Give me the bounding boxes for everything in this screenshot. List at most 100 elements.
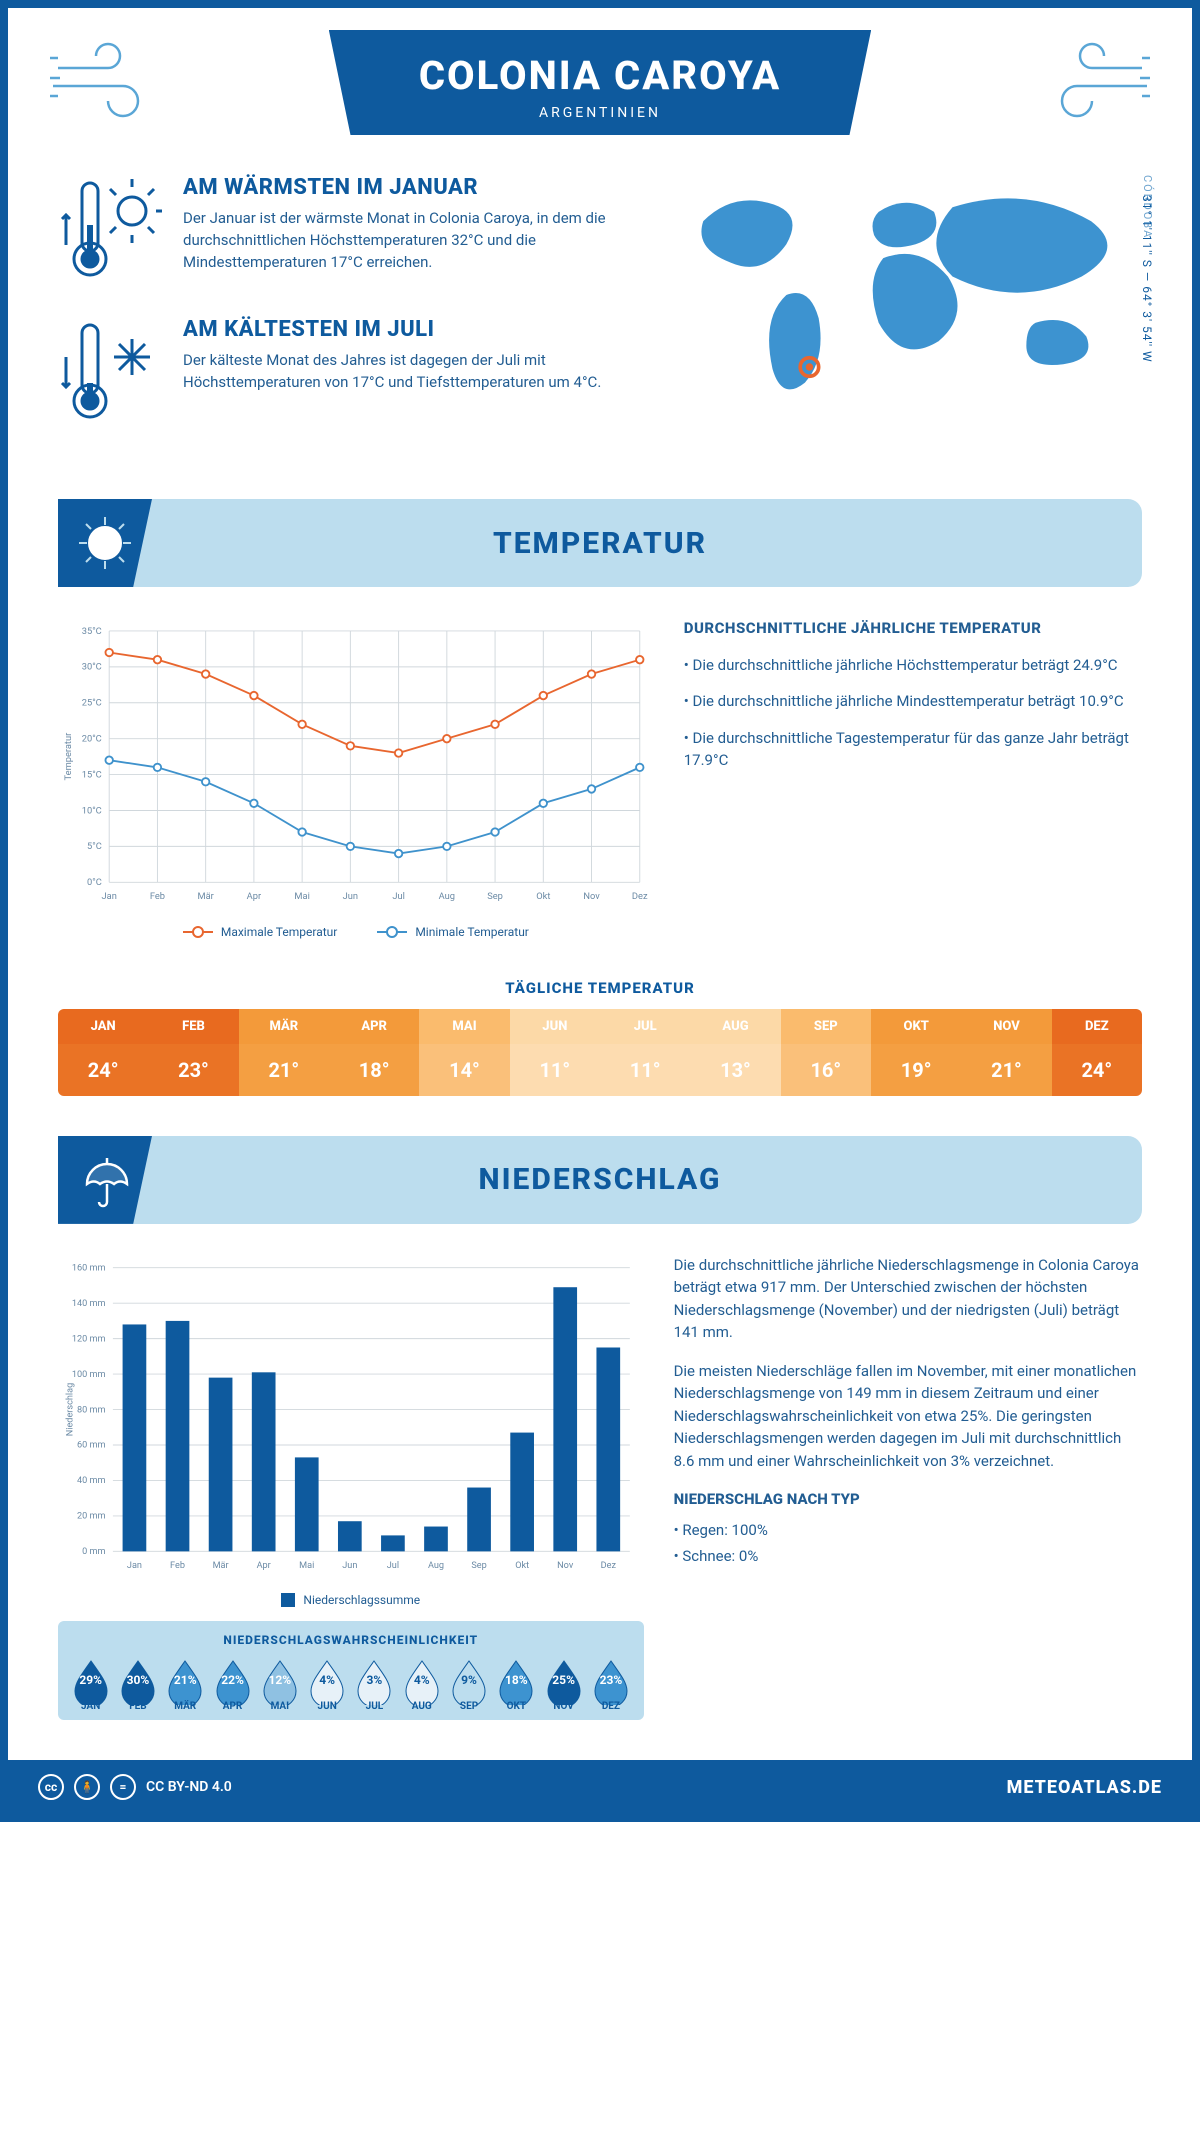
page-subtitle: ARGENTINIEN (419, 105, 781, 121)
thermometer-snow-icon (58, 317, 163, 427)
section-banner-temperature: TEMPERATUR (58, 499, 1142, 587)
precipitation-chart: 0 mm 20 mm 40 mm 60 mm 80 mm 100 mm 120 mm 140 … (58, 1254, 644, 1583)
world-map (652, 175, 1142, 415)
svg-text:120 mm: 120 mm (72, 1334, 106, 1344)
strip-month: AUG (690, 1009, 780, 1044)
svg-text:Dez: Dez (601, 1561, 617, 1571)
temperature-summary: DURCHSCHNITTLICHE JÄHRLICHE TEMPERATUR •… (684, 617, 1142, 939)
strip-value: 24° (1052, 1044, 1142, 1096)
prob-drop: 4% AUG (399, 1657, 444, 1712)
prob-drop: 29% JAN (68, 1657, 113, 1712)
legend-min-label: Minimale Temperatur (415, 925, 529, 939)
temp-summary-b2: • Die durchschnittliche jährliche Mindes… (684, 690, 1142, 713)
strip-value: 24° (58, 1044, 148, 1096)
svg-text:Sep: Sep (471, 1561, 486, 1571)
precip-summary: Die durchschnittliche jährliche Niedersc… (674, 1254, 1142, 1720)
svg-text:Dez: Dez (632, 891, 648, 902)
daily-temp-strip: JANFEBMÄRAPRMAIJUNJULAUGSEPOKTNOVDEZ24°2… (58, 1009, 1142, 1096)
svg-text:Sep: Sep (487, 891, 503, 902)
world-map-panel: CÓRDOBA 31° 1' 11'' S — 64° 3' 54'' W (652, 175, 1142, 459)
svg-text:0°C: 0°C (87, 877, 102, 888)
svg-text:35°C: 35°C (82, 626, 102, 637)
strip-month: MAI (419, 1009, 509, 1044)
footer: cc 🧍 = CC BY-ND 4.0 METEOATLAS.DE (8, 1760, 1192, 1814)
fact-coldest: AM KÄLTESTEN IM JULI Der kälteste Monat … (58, 317, 622, 431)
prob-drop: 18% OKT (494, 1657, 539, 1712)
svg-text:60 mm: 60 mm (77, 1441, 106, 1451)
cc-icon: cc (38, 1774, 64, 1800)
prob-drop: 9% SEP (446, 1657, 491, 1712)
svg-text:5°C: 5°C (87, 841, 102, 852)
precip-p1: Die durchschnittliche jährliche Niedersc… (674, 1254, 1142, 1344)
title-plate: COLONIA CAROYA ARGENTINIEN (329, 30, 871, 135)
strip-month: DEZ (1052, 1009, 1142, 1044)
header: COLONIA CAROYA ARGENTINIEN (8, 8, 1192, 155)
section-banner-precip: NIEDERSCHLAG (58, 1136, 1142, 1224)
svg-text:100 mm: 100 mm (72, 1370, 106, 1380)
prob-drop: 3% JUL (352, 1657, 397, 1712)
svg-text:15°C: 15°C (82, 769, 102, 780)
temperature-chart: 0°C5°C10°C15°C20°C25°C30°C35°CJanFebMärA… (58, 617, 654, 939)
strip-value: 11° (510, 1044, 600, 1096)
prob-drop: 23% DEZ (588, 1657, 633, 1712)
strip-value: 11° (600, 1044, 690, 1096)
temp-summary-b3: • Die durchschnittliche Tagestemperatur … (684, 727, 1142, 772)
temp-summary-heading: DURCHSCHNITTLICHE JÄHRLICHE TEMPERATUR (684, 617, 1142, 640)
precip-type-heading: NIEDERSCHLAG NACH TYP (674, 1488, 1142, 1511)
thermometer-sun-icon (58, 175, 163, 285)
page-title: COLONIA CAROYA (419, 52, 781, 99)
svg-text:160 mm: 160 mm (72, 1263, 106, 1273)
strip-value: 21° (239, 1044, 329, 1096)
strip-month: APR (329, 1009, 419, 1044)
fact-warmest: AM WÄRMSTEN IM JANUAR Der Januar ist der… (58, 175, 622, 289)
svg-text:Jan: Jan (102, 891, 117, 902)
strip-month: JUN (510, 1009, 600, 1044)
temperature-legend: Maximale Temperatur Minimale Temperatur (58, 925, 654, 939)
strip-month: NOV (961, 1009, 1051, 1044)
svg-text:Jun: Jun (343, 891, 358, 902)
precip-rain: • Regen: 100% (674, 1519, 1142, 1542)
svg-text:Apr: Apr (257, 1561, 271, 1571)
fact-cold-body: Der kälteste Monat des Jahres ist dagege… (183, 350, 622, 394)
prob-drop: 21% MÄR (163, 1657, 208, 1712)
daily-temp-title: TÄGLICHE TEMPERATUR (8, 979, 1192, 997)
svg-text:Jul: Jul (387, 1561, 399, 1571)
svg-text:30°C: 30°C (82, 662, 102, 673)
svg-text:20 mm: 20 mm (77, 1512, 106, 1522)
prob-title: NIEDERSCHLAGSWAHRSCHEINLICHKEIT (68, 1633, 634, 1647)
svg-text:Apr: Apr (247, 891, 262, 902)
legend-max-label: Maximale Temperatur (221, 925, 337, 939)
prob-drop: 22% APR (210, 1657, 255, 1712)
svg-text:40 mm: 40 mm (77, 1476, 106, 1486)
svg-text:10°C: 10°C (82, 805, 102, 816)
svg-text:Jun: Jun (342, 1561, 357, 1571)
prob-drop: 12% MAI (257, 1657, 302, 1712)
section-title-precip: NIEDERSCHLAG (152, 1162, 1142, 1197)
precip-legend: Niederschlagssumme (58, 1593, 644, 1607)
wind-icon (1032, 38, 1152, 128)
coordinates-label: 31° 1' 11'' S — 64° 3' 54'' W (1140, 195, 1154, 363)
by-icon: 🧍 (74, 1774, 100, 1800)
fact-warm-body: Der Januar ist der wärmste Monat in Colo… (183, 208, 622, 273)
strip-month: JAN (58, 1009, 148, 1044)
svg-text:0 mm: 0 mm (82, 1547, 105, 1557)
precip-snow: • Schnee: 0% (674, 1545, 1142, 1568)
license-text: CC BY-ND 4.0 (146, 1779, 232, 1795)
sun-icon (75, 513, 135, 573)
strip-value: 18° (329, 1044, 419, 1096)
svg-text:Aug: Aug (428, 1561, 444, 1571)
svg-text:Okt: Okt (515, 1561, 529, 1571)
svg-text:80 mm: 80 mm (77, 1405, 106, 1415)
svg-text:Feb: Feb (170, 1561, 185, 1571)
svg-text:20°C: 20°C (82, 733, 102, 744)
strip-month: MÄR (239, 1009, 329, 1044)
intro-section: AM WÄRMSTEN IM JANUAR Der Januar ist der… (8, 155, 1192, 489)
strip-value: 16° (781, 1044, 871, 1096)
svg-text:Jan: Jan (127, 1561, 142, 1571)
svg-text:140 mm: 140 mm (72, 1299, 106, 1309)
svg-text:Feb: Feb (150, 891, 165, 902)
nd-icon: = (110, 1774, 136, 1800)
svg-text:Mai: Mai (299, 1561, 314, 1571)
fact-cold-heading: AM KÄLTESTEN IM JULI (183, 317, 622, 342)
temp-summary-b1: • Die durchschnittliche jährliche Höchst… (684, 654, 1142, 677)
